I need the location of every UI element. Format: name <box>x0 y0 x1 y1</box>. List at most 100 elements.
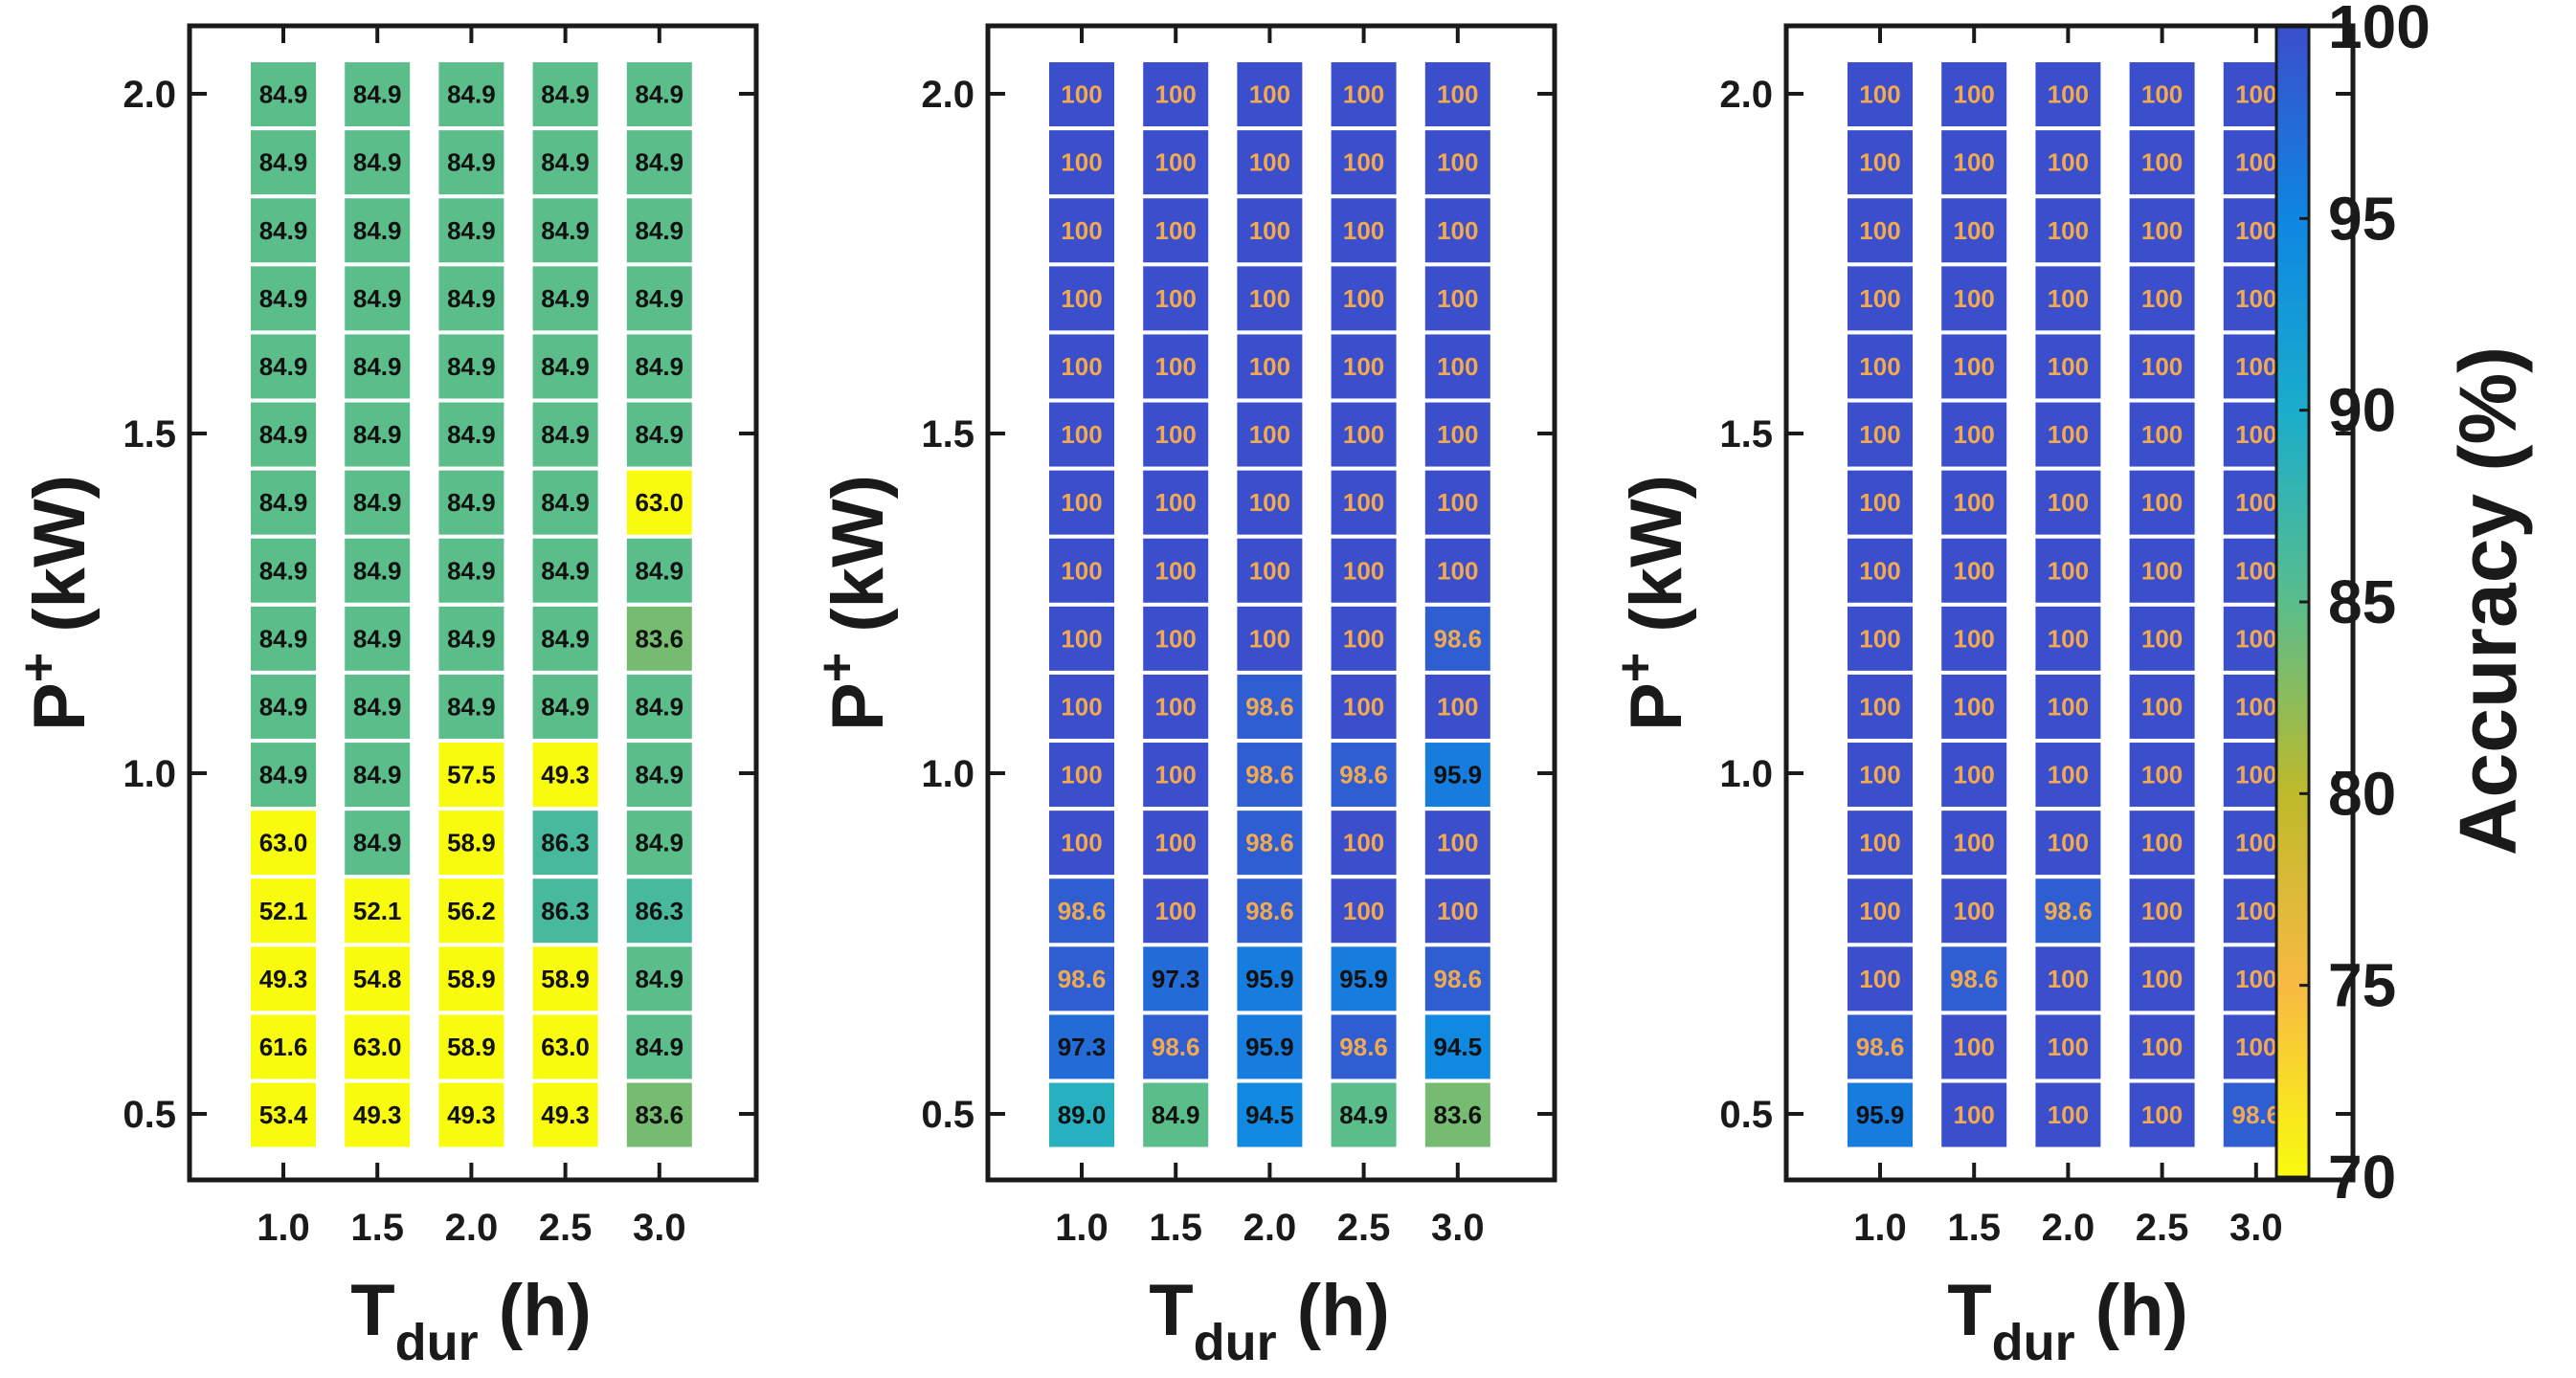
cell-value-label: 84.9 <box>635 420 683 449</box>
heatmap-cell <box>1143 606 1209 671</box>
heatmap-cell <box>345 743 411 808</box>
heatmap-cell <box>1331 606 1397 671</box>
cell-value-label: 98.6 <box>2231 1100 2280 1129</box>
cell-value-label: 98.6 <box>1245 897 1294 925</box>
cell-value-label: 84.9 <box>353 148 402 177</box>
heatmap-cell <box>626 1082 692 1147</box>
heatmap-cell <box>2129 198 2195 263</box>
cell-value-label: 100 <box>1155 897 1197 925</box>
cell-value-label: 95.9 <box>1856 1100 1905 1129</box>
heatmap-cell <box>1331 674 1397 739</box>
heatmap-cell <box>1331 1014 1397 1079</box>
heatmap-cell <box>251 62 316 127</box>
cell-value-label: 84.9 <box>635 352 683 381</box>
cell-value-label: 83.6 <box>1433 1100 1482 1129</box>
cell-value-label: 100 <box>2048 80 2089 109</box>
cell-value-label: 100 <box>1249 284 1290 313</box>
cell-value-label: 83.6 <box>635 624 683 653</box>
y-tick-label: 1.0 <box>921 753 974 795</box>
heatmap-cell <box>1049 946 1114 1011</box>
cell-value-label: 84.9 <box>1339 1100 1388 1129</box>
heatmap-cell <box>438 470 504 535</box>
cell-value-label: 52.1 <box>259 897 308 925</box>
cell-value-label: 100 <box>1061 80 1102 109</box>
cell-value-label: 98.6 <box>1339 761 1388 789</box>
heatmap-cell <box>1331 266 1397 331</box>
heatmap-cell <box>438 878 504 944</box>
heatmap-cell <box>1941 743 2007 808</box>
x-axis-title: Tdur (h) <box>1947 1270 2188 1371</box>
heatmap-cell <box>1424 130 1490 195</box>
heatmap-cell <box>345 538 411 603</box>
heatmap-cell <box>626 402 692 467</box>
cell-value-label: 100 <box>2235 556 2276 585</box>
cell-value-label: 100 <box>2048 148 2089 177</box>
y-tick-label: 1.5 <box>123 413 176 456</box>
cell-value-label: 58.9 <box>447 829 496 857</box>
cell-value-label: 84.9 <box>353 80 402 109</box>
cell-value-label: 100 <box>1343 148 1384 177</box>
cell-value-label: 100 <box>2235 80 2276 109</box>
heatmap-cell <box>1848 198 1913 263</box>
cell-value-label: 100 <box>1437 80 1478 109</box>
cell-value-label: 100 <box>1954 148 1995 177</box>
heatmap-cell <box>1848 1014 1913 1079</box>
heatmap-cell <box>1049 402 1114 467</box>
heatmap-cell <box>438 743 504 808</box>
cell-value-label: 84.9 <box>635 829 683 857</box>
heatmap-cell <box>626 946 692 1011</box>
cell-value-label: 100 <box>2235 624 2276 653</box>
heatmap-cell <box>1143 402 1209 467</box>
cell-value-label: 100 <box>2235 148 2276 177</box>
cell-value-label: 100 <box>1859 148 1900 177</box>
cell-value-label: 84.9 <box>353 829 402 857</box>
cell-value-label: 84.9 <box>259 148 308 177</box>
heatmap-cell <box>1941 402 2007 467</box>
heatmap-cell <box>2129 743 2195 808</box>
heatmap-cell <box>251 878 316 944</box>
heatmap-cell <box>1848 334 1913 399</box>
heatmap-cell <box>2035 402 2101 467</box>
heatmap-cell <box>1848 811 1913 876</box>
cell-value-label: 100 <box>1249 80 1290 109</box>
cell-value-label: 98.6 <box>1058 965 1107 993</box>
heatmap-cell <box>2035 674 2101 739</box>
cell-value-label: 98.6 <box>1433 965 1482 993</box>
cell-value-label: 100 <box>2141 148 2183 177</box>
colorbar-tick-label: 100 <box>2328 0 2430 61</box>
cell-value-label: 100 <box>1437 148 1478 177</box>
cell-value-label: 100 <box>2141 1100 2183 1129</box>
cell-value-label: 100 <box>1859 488 1900 517</box>
cell-value-label: 84.9 <box>635 692 683 721</box>
cell-value-label: 100 <box>2235 352 2276 381</box>
heatmap-cell <box>345 878 411 944</box>
cell-value-label: 100 <box>2048 692 2089 721</box>
heatmap-cell <box>251 334 316 399</box>
heatmap-panels: 84.9 84.9 84.9 84.9 84.9 84.9 84.9 84.9 84.9 84.9… <box>10 23 2356 1371</box>
cell-value-label: 100 <box>2235 692 2276 721</box>
cell-value-label: 84.9 <box>635 1033 683 1061</box>
x-tick-label: 3.0 <box>633 1207 686 1249</box>
heatmap-cell <box>251 1014 316 1079</box>
cell-value-label: 100 <box>1859 556 1900 585</box>
cell-value-label: 100 <box>2235 1033 2276 1061</box>
heatmap-cell <box>1941 946 2007 1011</box>
cell-value-label: 84.9 <box>447 556 496 585</box>
cell-value-label: 84.9 <box>541 216 590 245</box>
heatmap-cell <box>1237 266 1303 331</box>
heatmap-cell <box>626 743 692 808</box>
heatmap-cell <box>1331 946 1397 1011</box>
cell-value-label: 100 <box>2048 556 2089 585</box>
cell-value-label: 52.1 <box>353 897 402 925</box>
heatmap-cell <box>1941 1082 2007 1147</box>
cell-value-label: 49.3 <box>353 1100 402 1129</box>
cell-value-label: 100 <box>1343 692 1384 721</box>
heatmap-cell <box>1331 878 1397 944</box>
cell-value-label: 84.9 <box>541 556 590 585</box>
cell-value-label: 100 <box>2141 488 2183 517</box>
x-tick-label: 2.0 <box>445 1207 499 1249</box>
heatmap-cell <box>1143 674 1209 739</box>
colorbar-tick-label: 85 <box>2328 567 2396 636</box>
heatmap-cell <box>1424 1082 1490 1147</box>
cell-value-label: 100 <box>1343 556 1384 585</box>
